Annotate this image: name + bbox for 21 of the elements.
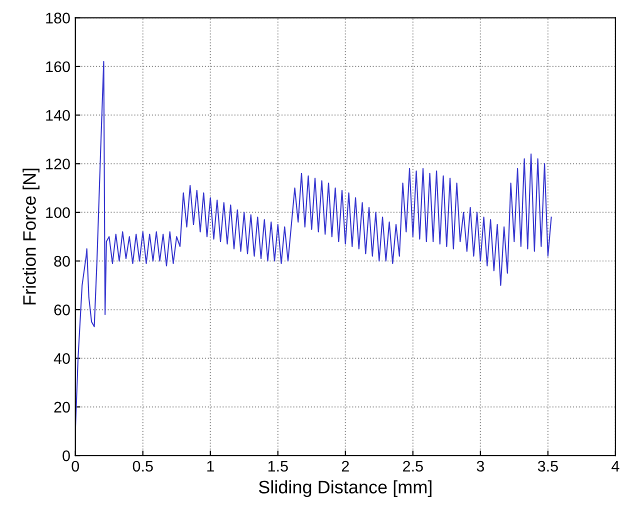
x-tick-label: 3	[476, 460, 484, 472]
x-tick-label: 0	[72, 460, 80, 472]
y-tick-label: 40	[54, 353, 70, 364]
y-tick-label: 180	[46, 12, 70, 24]
y-tick-label: 20	[54, 402, 70, 413]
y-tick-label: 120	[46, 158, 70, 170]
y-tick-label: 100	[46, 207, 70, 218]
x-tick-label: 1	[207, 460, 214, 472]
x-tick-label: 0.5	[132, 460, 153, 472]
x-axis-title: Sliding Distance [mm]	[258, 480, 432, 498]
y-tick-label: 80	[54, 256, 70, 267]
x-tick-label: 4	[612, 460, 620, 472]
y-tick-label: 60	[54, 304, 70, 316]
y-tick-label: 160	[46, 61, 70, 72]
y-axis-title: Friction Force [N]	[22, 168, 40, 304]
x-tick-label: 2.5	[403, 460, 423, 472]
y-tick-label: 0	[62, 450, 70, 462]
x-tick-label: 3.5	[538, 460, 558, 472]
x-tick-label: 1.5	[268, 460, 288, 472]
y-tick-label: 140	[46, 110, 70, 121]
x-tick-label: 2	[342, 460, 349, 472]
